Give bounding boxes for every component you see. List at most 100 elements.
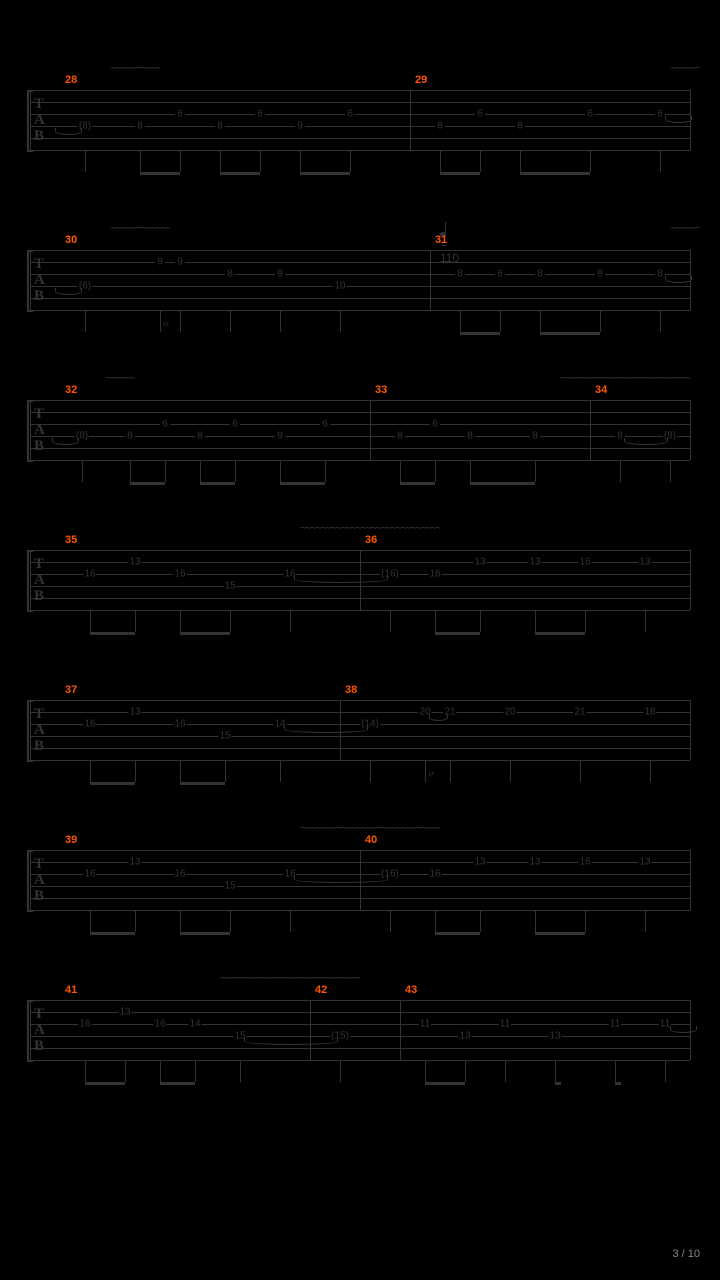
tab-clef: TAB bbox=[34, 406, 45, 454]
note-stem bbox=[645, 910, 646, 932]
barline bbox=[690, 850, 691, 910]
fret-number: 16 bbox=[578, 557, 591, 568]
tab-clef: TAB bbox=[34, 856, 45, 904]
note-stem bbox=[350, 150, 351, 172]
tie bbox=[624, 438, 668, 445]
note-stem bbox=[465, 1060, 466, 1082]
barline bbox=[30, 550, 31, 610]
fret-number: 9 bbox=[275, 431, 285, 442]
flag bbox=[615, 1082, 621, 1085]
page-number: 3 / 10 bbox=[672, 1248, 700, 1260]
barline bbox=[690, 700, 691, 760]
barline bbox=[30, 90, 31, 150]
fret-number: 18 bbox=[643, 707, 656, 718]
fret-number: 13 bbox=[473, 557, 486, 568]
fret-number: 20 bbox=[503, 707, 516, 718]
fret-number: 6 bbox=[495, 269, 505, 280]
tie bbox=[294, 876, 388, 883]
tab-clef: TAB bbox=[34, 96, 45, 144]
note-stem bbox=[180, 760, 181, 782]
fret-number: 16 bbox=[83, 869, 96, 880]
barline bbox=[590, 400, 591, 460]
beam bbox=[435, 932, 480, 935]
fret-number: 16 bbox=[173, 569, 186, 580]
fret-number: 10 bbox=[333, 281, 346, 292]
barline bbox=[430, 250, 431, 310]
note-stem bbox=[290, 910, 291, 932]
note-stem bbox=[425, 1060, 426, 1082]
fret-number: 8 bbox=[395, 431, 405, 442]
measure-number: 43 bbox=[405, 984, 417, 996]
beam bbox=[400, 482, 435, 485]
note-stem bbox=[180, 910, 181, 932]
fret-number: 9 bbox=[155, 257, 165, 268]
fret-number: 8 bbox=[655, 269, 665, 280]
beam bbox=[130, 482, 165, 485]
fret-number: 6 bbox=[230, 419, 240, 430]
barline bbox=[30, 250, 31, 310]
measure-number: 37 bbox=[65, 684, 77, 696]
note-stem bbox=[645, 610, 646, 632]
fret-number: 8 bbox=[515, 121, 525, 132]
grace-flag: 〃 bbox=[161, 316, 166, 326]
beam bbox=[435, 632, 480, 635]
tab-page: TAB ~~~~~~~~~~~~~~~~~~~~~~~~~~~~~~ ~~~~~~~… bbox=[0, 0, 720, 1280]
fret-number: 13 bbox=[473, 857, 486, 868]
note-stem bbox=[585, 910, 586, 932]
fret-number: 15 bbox=[218, 731, 231, 742]
fret-number: 8 bbox=[225, 269, 235, 280]
fret-number: 13 bbox=[528, 557, 541, 568]
beam bbox=[200, 482, 235, 485]
note-stem bbox=[555, 1060, 556, 1082]
fret-number: 8 bbox=[455, 269, 465, 280]
note-stem bbox=[660, 310, 661, 332]
fret-number: 16 bbox=[153, 1019, 166, 1030]
note-stem bbox=[615, 1060, 616, 1082]
vibrato-mark: ~~~~~~~~~~~~~~~~~~~~~~~~~~~~~~ bbox=[670, 226, 700, 230]
note-stem bbox=[480, 150, 481, 172]
measure-number: 35 bbox=[65, 534, 77, 546]
note-stem bbox=[325, 460, 326, 482]
note-stem bbox=[535, 610, 536, 632]
fret-number: 13 bbox=[118, 1007, 131, 1018]
note-stem bbox=[450, 760, 451, 782]
fret-number: 16 bbox=[83, 719, 96, 730]
fret-number: 13 bbox=[128, 557, 141, 568]
beam bbox=[535, 932, 585, 935]
note-stem bbox=[82, 460, 83, 482]
note-stem bbox=[90, 760, 91, 782]
vibrato-mark: ~~~~~~~~~~~~~~~~~~~~~~~~~~~~~~ bbox=[300, 826, 440, 830]
fret-number: 6 bbox=[255, 109, 265, 120]
note-stem bbox=[480, 610, 481, 632]
barline bbox=[30, 700, 31, 760]
fret-number: 16 bbox=[173, 719, 186, 730]
barline bbox=[30, 1000, 31, 1060]
fret-number: 6 bbox=[175, 109, 185, 120]
fret-number: 13 bbox=[128, 707, 141, 718]
beam bbox=[220, 172, 260, 175]
note-stem bbox=[85, 310, 86, 332]
barline bbox=[370, 400, 371, 460]
vibrato-mark: ~~~~~~~~~~~~~~~~~~~~~~~~~~~~~~ bbox=[670, 66, 700, 70]
measure-number: 38 bbox=[345, 684, 357, 696]
tie bbox=[665, 116, 692, 123]
note-stem bbox=[435, 460, 436, 482]
note-stem bbox=[240, 1060, 241, 1082]
fret-number: 8 bbox=[125, 431, 135, 442]
fret-number: 6 bbox=[345, 109, 355, 120]
note-stem bbox=[160, 1060, 161, 1082]
note-stem bbox=[135, 610, 136, 632]
tie bbox=[665, 276, 692, 283]
note-stem bbox=[85, 150, 86, 172]
tie bbox=[294, 576, 388, 583]
tie bbox=[55, 288, 82, 295]
note-stem bbox=[135, 760, 136, 782]
flag bbox=[555, 1082, 561, 1085]
note-stem bbox=[180, 150, 181, 172]
fret-number: 6 bbox=[430, 419, 440, 430]
note-stem bbox=[225, 760, 226, 782]
beam bbox=[540, 332, 600, 335]
note-stem bbox=[480, 910, 481, 932]
note-stem bbox=[230, 610, 231, 632]
note-stem bbox=[665, 1060, 666, 1082]
